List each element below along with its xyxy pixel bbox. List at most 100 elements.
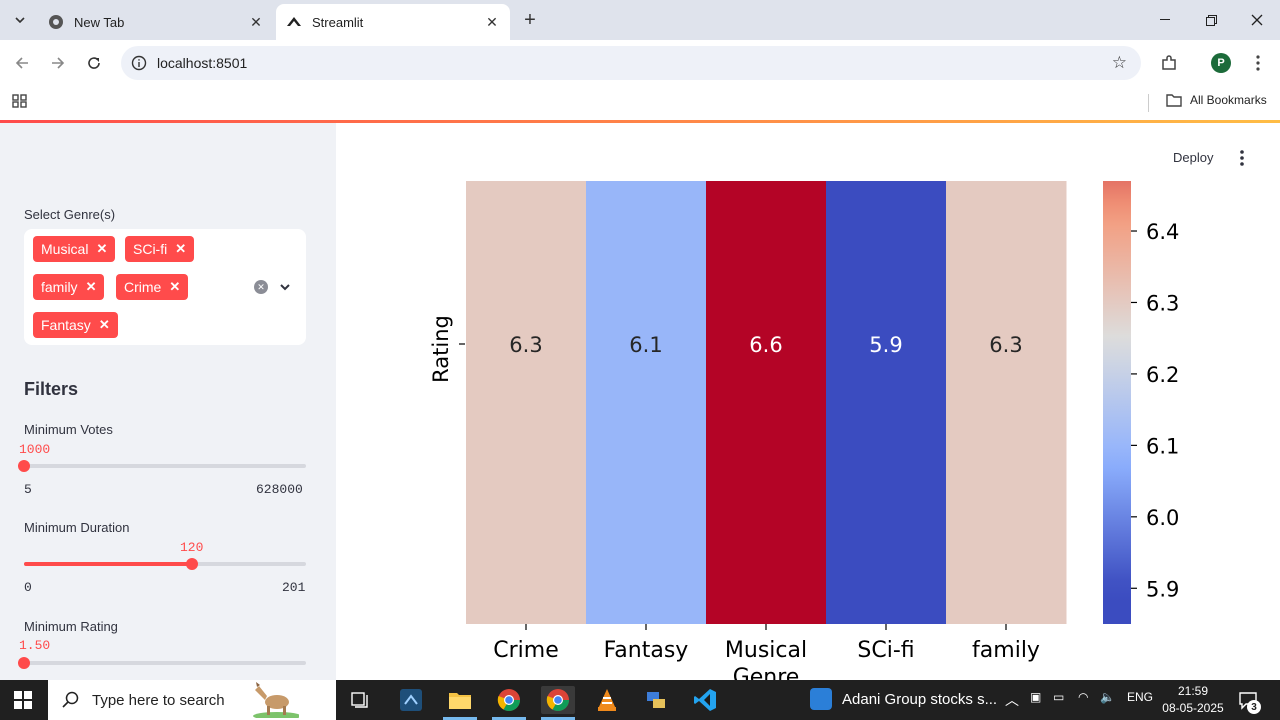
colorbar-tick-label: 6.4 — [1146, 220, 1179, 244]
all-bookmarks-button[interactable]: All Bookmarks — [1166, 93, 1267, 107]
browser-toolbar: localhost:8501 ☆ P — [0, 40, 1280, 86]
meet-now-icon[interactable]: ▣ — [1030, 690, 1042, 704]
rating-heatmap: 6.3 Crime 6.1 Fantasy 6.6 Musical 5.9 SCi-fi 6.3… — [429, 181, 1179, 680]
min-rating-label: Minimum Rating — [24, 619, 118, 634]
all-bookmarks-label: All Bookmarks — [1190, 93, 1267, 107]
cell-value-label: 6.6 — [749, 333, 782, 357]
chip-label: family — [41, 279, 78, 295]
bookmark-star-icon[interactable]: ☆ — [1111, 53, 1127, 72]
min-votes-max: 628000 — [256, 482, 303, 497]
genre-chip[interactable]: Musical ✕ — [33, 236, 116, 262]
cell-value-label: 6.3 — [989, 333, 1022, 357]
extensions-icon[interactable] — [1158, 52, 1180, 74]
min-rating-slider[interactable] — [24, 661, 306, 665]
min-votes-slider-thumb[interactable] — [18, 460, 30, 472]
remove-chip-icon[interactable]: ✕ — [96, 241, 108, 256]
genre-chip[interactable]: Crime ✕ — [116, 274, 189, 300]
heatmap-cell — [586, 181, 707, 624]
profile-avatar[interactable]: P — [1211, 53, 1231, 73]
close-window-button[interactable] — [1234, 0, 1280, 40]
min-votes-min: 5 — [24, 482, 32, 497]
task-view-icon[interactable] — [346, 686, 374, 714]
reload-button[interactable] — [82, 51, 106, 75]
site-info-icon[interactable] — [131, 55, 147, 71]
apps-grid-icon[interactable] — [12, 93, 28, 109]
show-hidden-icons-chevron-up-icon[interactable]: ︿ — [1005, 692, 1019, 708]
chrome-app-icon[interactable] — [495, 686, 523, 714]
news-widget[interactable]: Adani Group stocks s... — [810, 688, 997, 710]
folder-icon — [1166, 93, 1182, 107]
taskbar-search-box[interactable]: Type here to search — [48, 680, 336, 720]
remove-chip-icon[interactable]: ✕ — [175, 241, 187, 256]
tab-search-button[interactable] — [8, 8, 32, 32]
deploy-button[interactable]: Deploy — [1173, 150, 1214, 165]
min-duration-max: 201 — [282, 580, 306, 595]
slider-fill — [24, 562, 193, 566]
remove-chip-icon[interactable]: ✕ — [98, 317, 110, 332]
vscode-icon[interactable] — [691, 686, 719, 714]
active-app-indicator — [541, 717, 575, 720]
chrome-app-icon-active[interactable] — [541, 686, 575, 714]
genre-multiselect[interactable]: Musical ✕ SCi-fi ✕ family ✕ Crime ✕ Fantasy ✕… — [24, 229, 306, 345]
chevron-down-icon — [15, 17, 25, 23]
tab-streamlit[interactable]: Streamlit ✕ — [276, 4, 510, 40]
system-clock[interactable]: 21:59 08-05-2025 — [1162, 683, 1224, 717]
min-votes-value: 1000 — [19, 442, 51, 457]
colorbar-tick-label: 6.1 — [1146, 434, 1179, 458]
chip-label: Crime — [124, 279, 162, 295]
min-duration-slider[interactable] — [24, 562, 306, 566]
language-indicator[interactable]: ENG — [1127, 690, 1154, 704]
genre-chip[interactable]: Fantasy ✕ — [33, 312, 118, 338]
forward-button[interactable] — [46, 51, 70, 75]
address-bar[interactable]: localhost:8501 ☆ — [121, 46, 1141, 80]
vlc-icon[interactable] — [593, 686, 621, 714]
sidebar: Select Genre(s) Musical ✕ SCi-fi ✕ family ✕… — [0, 123, 336, 680]
chrome-menu-icon[interactable] — [1247, 52, 1269, 74]
file-explorer-icon[interactable] — [446, 686, 474, 714]
remove-chip-icon[interactable]: ✕ — [169, 279, 181, 294]
main-content: Deploy 6.3 Crime 6.1 Fantasy 6.6 Musical 5.9 SC… — [336, 123, 1280, 680]
new-tab-button[interactable]: + — [524, 8, 536, 31]
main-menu-icon[interactable] — [1236, 149, 1248, 167]
remove-chip-icon[interactable]: ✕ — [85, 279, 97, 294]
close-icon[interactable]: ✕ — [250, 13, 262, 30]
heatmap-cell — [826, 181, 947, 624]
genre-chip[interactable]: family ✕ — [33, 274, 105, 300]
battery-icon[interactable]: ▭ — [1053, 690, 1065, 704]
min-duration-slider-thumb[interactable] — [186, 558, 198, 570]
x-tick-label: Fantasy — [604, 638, 689, 663]
cell-value-label: 5.9 — [869, 333, 902, 357]
close-icon[interactable]: ✕ — [486, 13, 498, 30]
streamlit-icon — [286, 14, 302, 30]
min-rating-value: 1.50 — [19, 638, 51, 653]
filters-heading: Filters — [24, 379, 79, 399]
min-votes-slider[interactable] — [24, 464, 306, 468]
genre-chip[interactable]: SCi-fi ✕ — [125, 236, 195, 262]
tab-new-tab[interactable]: New Tab ✕ — [38, 4, 274, 40]
volume-icon[interactable]: 🔈 — [1100, 690, 1115, 704]
windows-start-icon[interactable] — [14, 691, 32, 709]
minimize-button[interactable] — [1142, 0, 1188, 40]
colorbar-tick-label: 6.2 — [1146, 363, 1179, 387]
browser-title-bar: New Tab ✕ Streamlit ✕ + — [0, 0, 1280, 40]
restore-button[interactable] — [1188, 0, 1234, 40]
min-rating-slider-thumb[interactable] — [18, 657, 30, 669]
chevron-down-icon[interactable] — [278, 280, 292, 294]
active-app-indicator — [492, 717, 526, 720]
clear-all-icon[interactable]: ✕ — [254, 280, 268, 294]
url-text: localhost:8501 — [157, 55, 248, 71]
streamlit-header-decoration — [0, 120, 1280, 123]
news-headline: Adani Group stocks s... — [842, 690, 998, 708]
back-button[interactable] — [10, 51, 34, 75]
arrow-right-icon — [52, 57, 65, 69]
notifications-icon[interactable] — [1238, 690, 1258, 710]
network-app-icon[interactable] — [642, 686, 670, 714]
min-votes-label: Minimum Votes — [24, 422, 113, 437]
min-duration-label: Minimum Duration — [24, 520, 130, 535]
wifi-icon[interactable]: ◠ — [1078, 690, 1089, 704]
close-icon — [1251, 14, 1263, 26]
x-axis-label: Genre — [733, 665, 800, 680]
chrome-icon — [48, 14, 64, 30]
code-editor-app-icon[interactable] — [397, 686, 425, 714]
windows-taskbar: Type here to search Adani Group stocks s… — [0, 680, 1280, 720]
